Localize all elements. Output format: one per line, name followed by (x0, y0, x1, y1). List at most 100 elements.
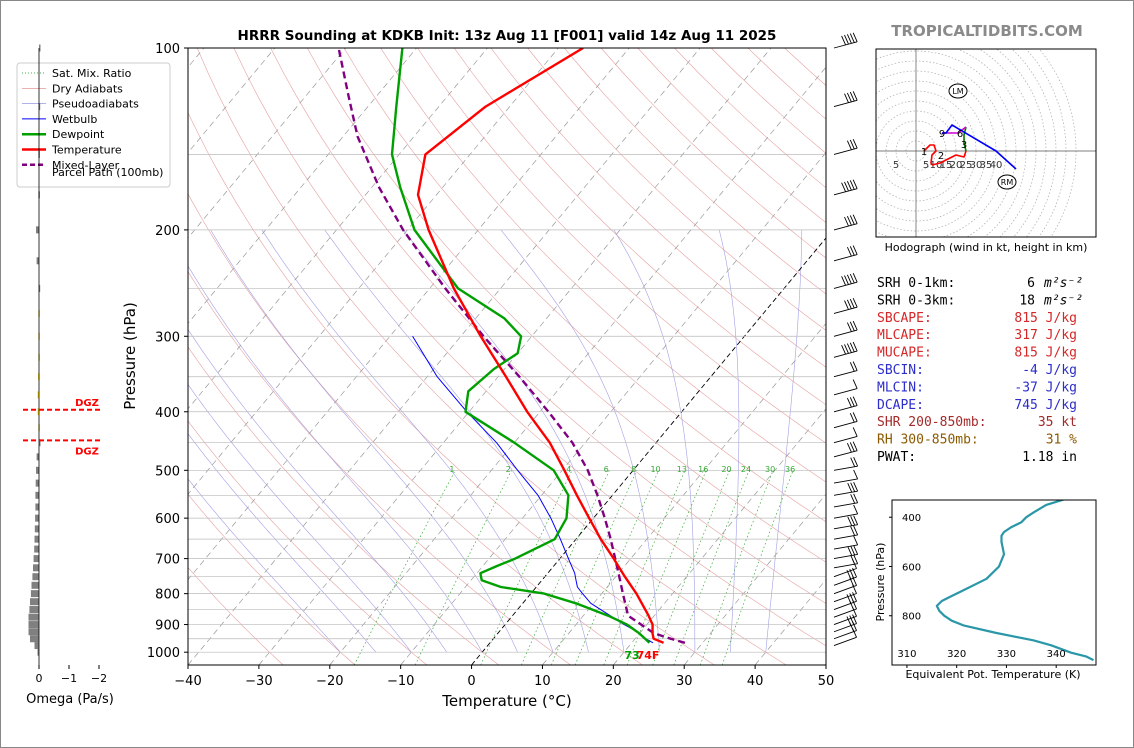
wind-barb-flag (849, 33, 855, 43)
omega-tick-label: −1 (61, 672, 77, 685)
wind-barb-flag (853, 469, 859, 480)
wind-barb-staff (833, 544, 858, 550)
x-tick-label: 50 (818, 674, 835, 689)
left-mover-circle (948, 83, 968, 99)
skewt-axes-frame (187, 47, 827, 666)
wind-barb (833, 441, 858, 458)
hodograph-trace: 1 2 36 9 LM RM (921, 83, 1017, 190)
wind-barb (833, 273, 858, 289)
legend-label: Dry Adiabats (52, 82, 123, 95)
dry-adiabat (196, 48, 787, 665)
profile-temperature (416, 48, 665, 644)
legend-label: Temperature (51, 144, 122, 157)
wind-barb-flag (849, 215, 855, 225)
wind-barb-flag (846, 443, 852, 453)
wind-barb (833, 361, 858, 378)
wind-barb-flag (849, 298, 855, 309)
wind-barb-flag (852, 91, 858, 101)
hodograph-ring-label: 5 (923, 160, 929, 171)
isotherm (400, 152, 826, 665)
hodograph-segment (931, 150, 967, 166)
wind-barb-staff (833, 370, 858, 378)
profile-mixed-layer-parcel-path-100mb- (337, 48, 686, 644)
isotherm (188, 48, 701, 665)
wind-barb-flag (846, 92, 852, 103)
wind-barb (833, 481, 859, 496)
mixing-ratio-label: 4 (566, 465, 571, 474)
wind-barb-flag (844, 275, 849, 285)
mixing-ratio-line (414, 470, 512, 665)
wind-barb-staff (833, 568, 857, 578)
stat-unit: m²s⁻² (1043, 293, 1083, 308)
isotherm (825, 664, 826, 665)
wind-barb (833, 535, 859, 550)
wind-barb-flag (852, 245, 858, 255)
wind-barb-flag (853, 525, 859, 536)
moist-adiabat (188, 384, 412, 653)
wind-barb-flag (847, 483, 853, 493)
wind-barb-flag (844, 300, 849, 310)
wind-barb-flag (852, 412, 858, 422)
skewt-background-lines (188, 48, 826, 665)
wind-barb-flag (852, 320, 858, 331)
isotherm (683, 493, 826, 665)
moist-adiabat (188, 478, 341, 653)
theta-x-tick-label: 320 (947, 649, 966, 660)
moist-adiabat (188, 433, 377, 653)
y-tick-label: 300 (155, 330, 180, 345)
legend-label: Pseudoadiabats (52, 98, 139, 111)
skewt-xlabel: Temperature (°C) (441, 692, 571, 710)
wind-barb (833, 469, 859, 484)
mixing-ratio-line (626, 470, 707, 665)
stat-value: 35 kt (1038, 415, 1077, 430)
wind-barb-flag (852, 441, 858, 451)
isotherm (329, 66, 826, 665)
wind-barb-staff (833, 524, 858, 530)
moist-adiabat (500, 229, 660, 653)
wind-barb-flag (849, 273, 855, 284)
omega-bar (28, 628, 39, 636)
theta-y-tick-label: 600 (902, 562, 921, 573)
wind-barb-flag (846, 274, 852, 284)
stat-name: DCAPE: (877, 398, 924, 413)
wind-barb-flag (849, 413, 855, 423)
wind-barb-staff (833, 576, 857, 586)
wind-barb-staff (833, 593, 857, 603)
y-tick-label: 600 (155, 512, 180, 527)
moist-adiabat (765, 229, 803, 653)
x-tick-label: 0 (467, 674, 475, 689)
dry-adiabat (527, 48, 826, 331)
wind-barb-flag (844, 216, 849, 227)
x-tick-label: −10 (387, 674, 414, 689)
wind-barb (833, 379, 858, 396)
omega-bar (31, 581, 39, 589)
hodograph-frame (875, 48, 1097, 238)
stat-value: 815 J/kg (1014, 346, 1077, 361)
hodograph-ring-label: 25 (960, 160, 973, 171)
wind-barb (833, 138, 858, 155)
wind-barb-flag (853, 515, 859, 525)
wind-barb (833, 320, 858, 337)
wind-barb-flag (841, 182, 847, 192)
stat-name: SRH 0-1km: (877, 276, 955, 291)
mixing-ratio-line (353, 470, 456, 665)
sounding-stats: SRH 0-1km: 6 m²s⁻² SRH 0-3km: 18 m²s⁻² SBCAPE:… (877, 276, 1083, 465)
mixing-ratio-line (550, 470, 638, 665)
isotherm (542, 322, 826, 665)
wind-barb-flag (853, 493, 859, 504)
wind-barb-flag (846, 34, 852, 44)
mixing-ratio-line (521, 470, 610, 665)
stat-value: 815 J/kg (1014, 311, 1077, 326)
legend-label: Dewpoint (52, 128, 105, 141)
omega-bar (34, 535, 39, 543)
hodograph-ring-label: 20 (950, 160, 963, 171)
wind-barb-flag (846, 343, 852, 353)
y-tick-label: 500 (155, 464, 180, 479)
wind-barb-flag (853, 535, 859, 546)
omega-bar (37, 648, 39, 656)
wind-barb-flag (852, 396, 858, 406)
hodograph-height-label: 9 (939, 129, 945, 140)
right-mover-circle (997, 174, 1017, 190)
stat-name: SRH 0-3km: (877, 293, 955, 308)
